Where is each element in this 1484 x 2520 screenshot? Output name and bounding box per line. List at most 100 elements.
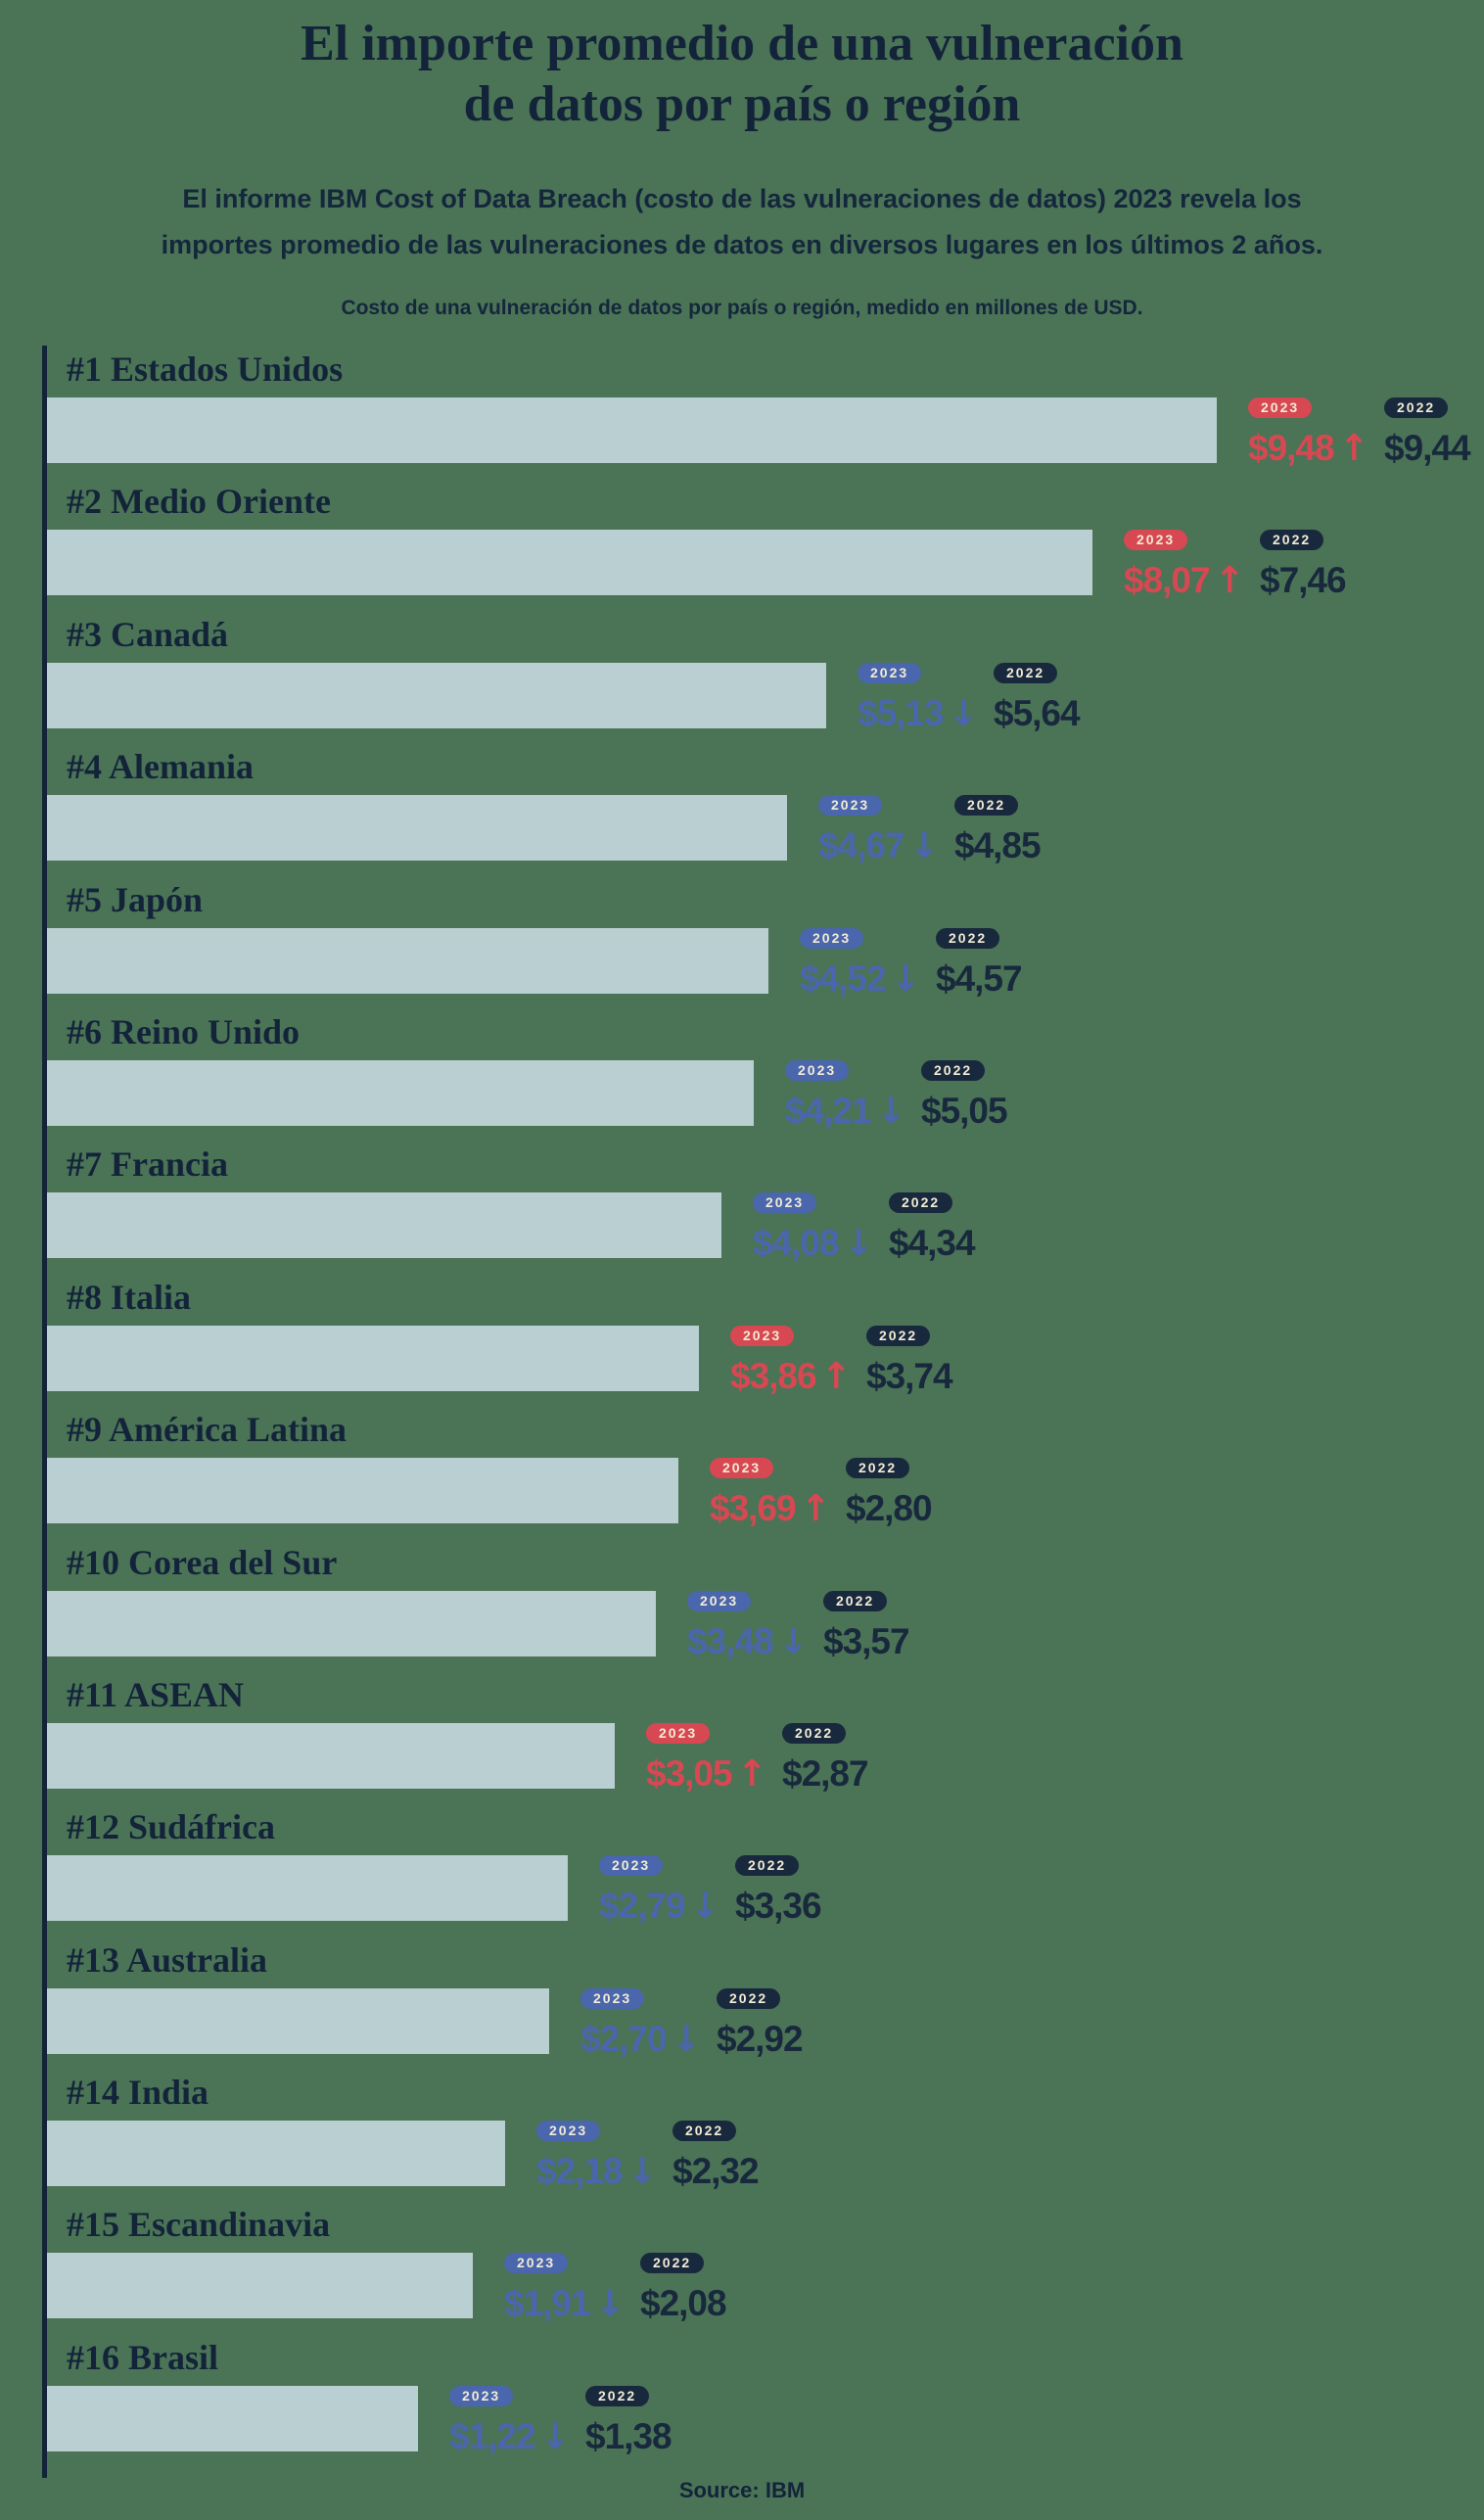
country-row: #4 Alemania 2023 $4,67 ↓ 2022 $4,85: [47, 743, 1484, 875]
value-annotations: 2023 $3,48 ↓ 2022 $3,57: [687, 1590, 959, 1659]
value-annotations: 2023 $3,86 ↑ 2022 $3,74: [730, 1325, 1002, 1396]
country-row: #6 Reino Unido 2023 $4,21 ↓ 2022 $5,05: [47, 1008, 1484, 1141]
source-note: Source: IBM: [678, 2478, 806, 2503]
value-annotations: 2023 $3,69 ↑ 2022 $2,80: [710, 1458, 982, 1526]
column-2023: 2023 $3,48 ↓: [687, 1590, 823, 1659]
value-2023: $2,79 ↓: [599, 1888, 720, 1924]
cost-bar-2023: [47, 2121, 505, 2187]
year-2022-badge: 2022: [1384, 397, 1449, 418]
country-row: #9 América Latina 2023 $3,69 ↑ 2022 $2,80: [47, 1406, 1484, 1538]
cost-bar-2023: [47, 1059, 754, 1126]
year-2022-badge: 2022: [889, 1192, 953, 1214]
year-2023-badge: 2023: [730, 1325, 795, 1346]
country-row: #2 Medio Oriente 2023 $8,07 ↑ 2022 $7,46: [47, 478, 1484, 610]
cost-bar-2023: [47, 1458, 678, 1524]
cost-bar-2023: [47, 530, 1092, 596]
value-2022: $5,05: [921, 1090, 1008, 1131]
page-title-line2: de datos por país o región: [463, 76, 1021, 132]
cost-bar-2023: [47, 2253, 473, 2319]
year-2022-badge: 2022: [936, 927, 1000, 949]
column-2022: 2022 $9,44: [1384, 397, 1484, 466]
column-2022: 2022 $4,34: [889, 1192, 1025, 1261]
value-annotations: 2023 $1,22 ↓ 2022 $1,38: [449, 2385, 721, 2454]
arrow-down-icon: ↓: [948, 691, 979, 734]
country-row: #3 Canadá 2023 $5,13 ↓ 2022 $5,64: [47, 611, 1484, 743]
arrow-up-icon: ↑: [1338, 427, 1369, 469]
cost-bar-2023: [47, 397, 1217, 463]
country-label: #13 Australia: [67, 1939, 268, 1980]
value-2023: $5,13 ↓: [858, 695, 979, 731]
arrow-down-icon: ↓: [777, 1619, 809, 1662]
country-label: #1 Estados Unidos: [67, 350, 344, 389]
value-2023: $3,86 ↑: [730, 1358, 852, 1394]
value-2023: $9,48 ↑: [1248, 430, 1369, 466]
subtitle: El informe IBM Cost of Data Breach (cost…: [47, 176, 1437, 268]
column-2022: 2022 $2,80: [846, 1458, 982, 1526]
column-2023: 2023 $2,18 ↓: [536, 2121, 672, 2189]
value-2022: $2,87: [782, 1752, 869, 1794]
value-2023-amount: $3,05: [646, 1752, 733, 1794]
bar-track: 2023 $1,91 ↓ 2022 $2,08: [47, 2253, 1484, 2321]
year-2022-badge: 2022: [585, 2385, 650, 2406]
column-2023: 2023 $2,79 ↓: [599, 1855, 735, 1924]
page-title: El importe promedio de una vulneración de…: [0, 14, 1484, 135]
column-2022: 2022 $4,85: [954, 795, 1090, 863]
value-2022: $2,92: [717, 2018, 804, 2059]
country-label: #2 Medio Oriente: [67, 482, 331, 522]
bar-track: 2023 $4,08 ↓ 2022 $4,34: [47, 1192, 1484, 1261]
year-2022-badge: 2022: [823, 1590, 888, 1611]
value-2022: $3,74: [866, 1355, 953, 1396]
page-title-line1: El importe promedio de una vulneración: [301, 16, 1183, 71]
country-row: #14 India 2023 $2,18 ↓ 2022 $2,32: [47, 2069, 1484, 2201]
value-2023: $3,48 ↓: [687, 1623, 809, 1659]
column-2022: 2022 $3,57: [823, 1590, 959, 1659]
arrow-down-icon: ↓: [689, 1885, 720, 1928]
country-row: #7 Francia 2023 $4,08 ↓ 2022 $4,34: [47, 1141, 1484, 1273]
column-2023: 2023 $4,52 ↓: [800, 927, 936, 997]
arrow-down-icon: ↓: [908, 824, 940, 867]
value-annotations: 2023 $1,91 ↓ 2022 $2,08: [504, 2253, 776, 2321]
column-2022: 2022 $5,05: [921, 1059, 1057, 1131]
country-row: #13 Australia 2023 $2,70 ↓ 2022 $2,92: [47, 1937, 1484, 2069]
value-2023: $2,18 ↓: [536, 2153, 658, 2189]
value-annotations: 2023 $4,67 ↓ 2022 $4,85: [818, 795, 1090, 863]
cost-bar-2023: [47, 795, 787, 862]
year-2022-badge: 2022: [994, 662, 1058, 683]
arrow-down-icon: ↓: [626, 2150, 658, 2193]
arrow-up-icon: ↑: [820, 1354, 852, 1397]
year-2023-badge: 2023: [800, 927, 864, 949]
arrow-down-icon: ↓: [843, 1222, 874, 1265]
value-2023-amount: $1,91: [504, 2283, 591, 2324]
value-2023: $1,91 ↓: [504, 2285, 626, 2321]
year-2023-badge: 2023: [449, 2385, 514, 2406]
footer: Source: IBM: [0, 2478, 1484, 2503]
value-annotations: 2023 $4,21 ↓ 2022 $5,05: [785, 1059, 1057, 1131]
arrow-down-icon: ↓: [594, 2282, 626, 2325]
arrow-down-icon: ↓: [875, 1089, 906, 1132]
column-2023: 2023 $4,08 ↓: [753, 1192, 889, 1261]
value-2023: $3,05 ↑: [646, 1755, 767, 1792]
value-2023: $3,69 ↑: [710, 1490, 831, 1526]
country-row: #12 Sudáfrica 2023 $2,79 ↓ 2022 $3,36: [47, 1803, 1484, 1936]
country-label: #14 India: [67, 2073, 209, 2113]
value-2023-amount: $9,48: [1248, 428, 1335, 468]
value-annotations: 2023 $2,18 ↓ 2022 $2,32: [536, 2121, 809, 2189]
country-label: #11 ASEAN: [67, 1674, 245, 1714]
cost-bar-2023: [47, 927, 768, 994]
country-label: #10 Corea del Sur: [67, 1542, 338, 1582]
country-row: #16 Brasil 2023 $1,22 ↓ 2022 $1,38: [47, 2334, 1484, 2466]
bar-track: 2023 $2,79 ↓ 2022 $3,36: [47, 1855, 1484, 1924]
column-2023: 2023 $4,21 ↓: [785, 1059, 921, 1129]
column-2023: 2023 $1,22 ↓: [449, 2385, 585, 2454]
year-2023-badge: 2023: [858, 662, 922, 683]
year-2022-badge: 2022: [846, 1458, 910, 1479]
country-row: #5 Japón 2023 $4,52 ↓ 2022 $4,57: [47, 876, 1484, 1008]
value-2022: $7,46: [1260, 560, 1347, 601]
value-2023: $2,70 ↓: [580, 2021, 702, 2057]
value-2023: $4,67 ↓: [818, 827, 940, 863]
value-2023: $4,21 ↓: [785, 1093, 906, 1129]
year-2023-badge: 2023: [687, 1590, 752, 1611]
year-2023-badge: 2023: [1248, 397, 1313, 418]
column-2022: 2022 $7,46: [1260, 530, 1396, 598]
bar-track: 2023 $4,52 ↓ 2022 $4,57: [47, 927, 1484, 997]
